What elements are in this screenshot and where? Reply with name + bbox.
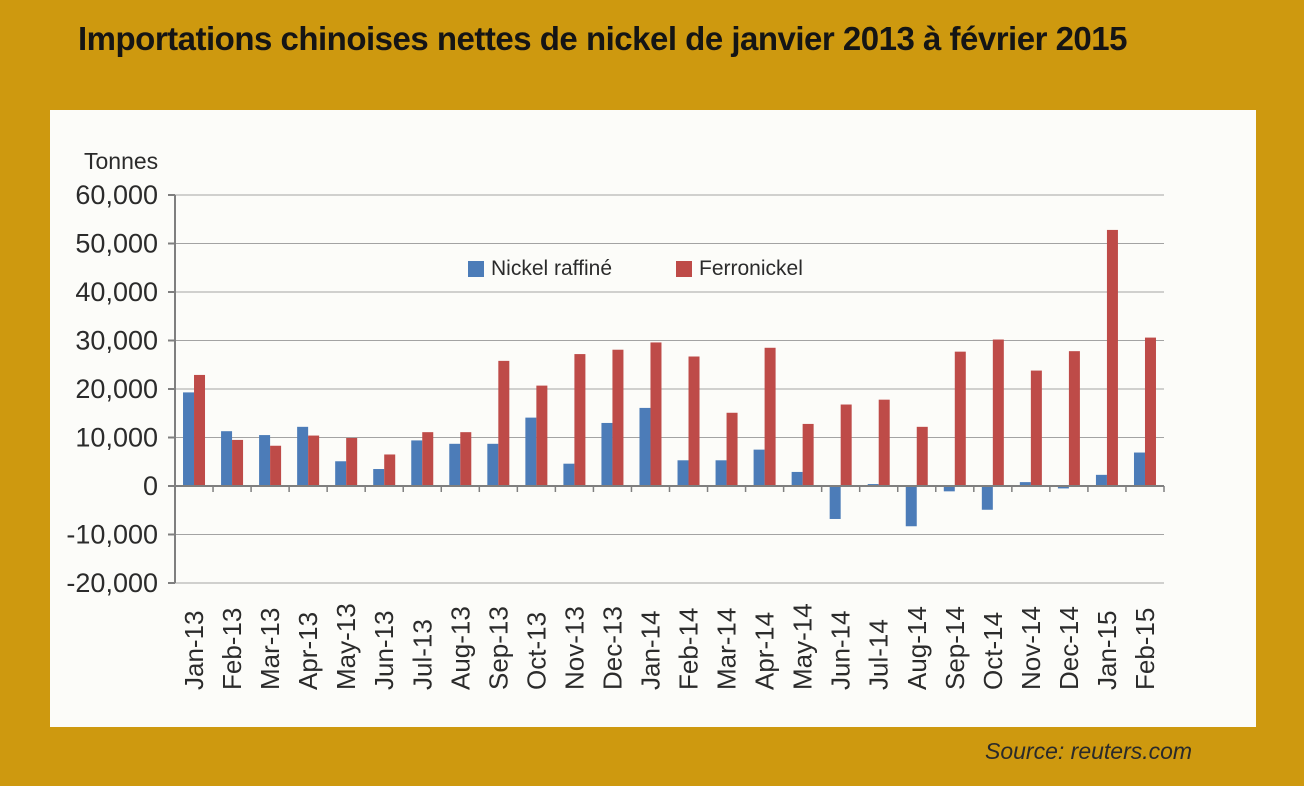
bar-nickel-raffin--jul-13 bbox=[411, 440, 423, 486]
y-axis-tick-label: 40,000 bbox=[75, 277, 158, 307]
x-axis-label-dec-14: Dec-14 bbox=[1054, 606, 1084, 690]
x-axis-label-jun-14: Jun-14 bbox=[826, 611, 856, 691]
x-axis-label-nov-13: Nov-13 bbox=[559, 606, 589, 690]
bar-ferronickel-may-14 bbox=[802, 423, 814, 486]
bar-nickel-raffin--dec-14 bbox=[1057, 486, 1069, 489]
bar-ferronickel-oct-14 bbox=[992, 339, 1004, 486]
bar-nickel-raffin--jan-14 bbox=[639, 407, 651, 486]
bar-ferronickel-feb-13 bbox=[232, 439, 244, 486]
bar-ferronickel-apr-13 bbox=[308, 435, 320, 486]
y-axis-tick-label: -10,000 bbox=[66, 520, 158, 550]
bar-ferronickel-apr-14 bbox=[764, 347, 776, 486]
y-axis-tick-label: 60,000 bbox=[75, 180, 158, 210]
bar-ferronickel-feb-14 bbox=[688, 356, 700, 486]
y-axis-tick-label: -20,000 bbox=[66, 568, 158, 598]
bar-ferronickel-jul-13 bbox=[422, 432, 434, 486]
bar-nickel-raffin--nov-14 bbox=[1019, 482, 1031, 486]
y-axis-tick-label: 30,000 bbox=[75, 326, 158, 356]
bar-nickel-raffin--apr-13 bbox=[297, 426, 309, 486]
legend-item-nickel-raffine: Nickel raffiné bbox=[468, 257, 612, 281]
bar-ferronickel-nov-13 bbox=[574, 354, 586, 486]
bar-ferronickel-jul-14 bbox=[878, 399, 890, 486]
x-axis-label-aug-13: Aug-13 bbox=[445, 606, 475, 690]
legend-item-ferronickel: Ferronickel bbox=[676, 257, 803, 281]
bar-ferronickel-mar-13 bbox=[270, 445, 282, 486]
y-axis-tick-label: 0 bbox=[143, 471, 158, 501]
legend-swatch-nickel-raffine-icon bbox=[468, 261, 484, 277]
x-axis-label-mar-13: Mar-13 bbox=[255, 608, 285, 690]
bar-ferronickel-jun-14 bbox=[840, 404, 852, 486]
bar-nickel-raffin--mar-14 bbox=[715, 460, 727, 486]
bar-nickel-raffin--sep-13 bbox=[487, 443, 499, 486]
x-axis-label-jun-13: Jun-13 bbox=[369, 611, 399, 691]
bar-nickel-raffin--jan-13 bbox=[183, 392, 195, 486]
x-axis-label-sep-13: Sep-13 bbox=[483, 606, 513, 690]
bar-nickel-raffin--feb-13 bbox=[221, 431, 233, 486]
bar-ferronickel-sep-13 bbox=[498, 360, 510, 486]
bar-ferronickel-jun-13 bbox=[384, 454, 396, 486]
bar-nickel-raffin--nov-13 bbox=[563, 463, 575, 486]
x-axis-label-jan-15: Jan-15 bbox=[1092, 611, 1122, 691]
bar-nickel-raffin--oct-14 bbox=[981, 486, 993, 510]
bar-nickel-raffin--aug-13 bbox=[449, 443, 461, 486]
x-axis-label-jan-13: Jan-13 bbox=[179, 611, 209, 691]
bar-nickel-raffin--aug-14 bbox=[905, 486, 917, 527]
bar-ferronickel-nov-14 bbox=[1030, 370, 1042, 486]
bar-nickel-raffin--jun-13 bbox=[373, 469, 385, 486]
x-axis-label-jul-13: Jul-13 bbox=[407, 619, 437, 690]
chart-title: Importations chinoises nettes de nickel … bbox=[78, 20, 1128, 57]
bar-ferronickel-dec-14 bbox=[1068, 351, 1080, 486]
bar-nickel-raffin--oct-13 bbox=[525, 417, 537, 486]
y-axis-tick-label: 20,000 bbox=[75, 374, 158, 404]
bar-ferronickel-jan-15 bbox=[1106, 229, 1118, 487]
bar-nickel-raffin--feb-15 bbox=[1133, 452, 1145, 486]
x-axis-label-apr-13: Apr-13 bbox=[293, 612, 323, 690]
x-axis-label-may-14: May-14 bbox=[788, 603, 818, 690]
bar-ferronickel-feb-15 bbox=[1144, 337, 1156, 486]
x-axis-label-jan-14: Jan-14 bbox=[635, 611, 665, 691]
bar-ferronickel-aug-13 bbox=[460, 432, 472, 486]
bar-ferronickel-may-13 bbox=[346, 437, 358, 486]
x-axis-label-may-13: May-13 bbox=[331, 603, 361, 690]
bar-ferronickel-dec-13 bbox=[612, 349, 624, 486]
bar-nickel-raffin--sep-14 bbox=[943, 486, 955, 492]
x-axis-label-sep-14: Sep-14 bbox=[940, 606, 970, 690]
x-axis-label-dec-13: Dec-13 bbox=[597, 606, 627, 690]
bar-ferronickel-jan-14 bbox=[650, 342, 662, 486]
y-axis-unit-label: Tonnes bbox=[84, 148, 159, 174]
bar-ferronickel-oct-13 bbox=[536, 385, 548, 486]
x-axis-label-feb-13: Feb-13 bbox=[217, 608, 247, 690]
y-axis-tick-label: 10,000 bbox=[75, 423, 158, 453]
x-axis-label-aug-14: Aug-14 bbox=[902, 606, 932, 690]
bar-nickel-raffin--apr-14 bbox=[753, 449, 765, 486]
bar-nickel-raffin--may-14 bbox=[791, 471, 803, 486]
x-axis-label-feb-15: Feb-15 bbox=[1130, 608, 1160, 690]
bar-nickel-raffin--jan-15 bbox=[1095, 474, 1107, 486]
source-credit: Source: reuters.com bbox=[985, 738, 1193, 764]
bar-ferronickel-jan-13 bbox=[194, 374, 206, 486]
bar-nickel-raffin--may-13 bbox=[335, 461, 347, 486]
bar-nickel-raffin--dec-13 bbox=[601, 422, 613, 486]
bar-nickel-raffin--feb-14 bbox=[677, 460, 689, 486]
x-axis-label-jul-14: Jul-14 bbox=[864, 619, 894, 690]
x-axis-label-apr-14: Apr-14 bbox=[750, 612, 780, 690]
bar-ferronickel-aug-14 bbox=[916, 426, 928, 486]
legend-swatch-ferronickel-icon bbox=[676, 261, 692, 277]
x-axis-label-oct-14: Oct-14 bbox=[978, 612, 1008, 690]
bar-nickel-raffin--jun-14 bbox=[829, 486, 841, 519]
legend-label-nickel-raffine: Nickel raffiné bbox=[491, 257, 612, 280]
x-axis-label-nov-14: Nov-14 bbox=[1016, 606, 1046, 690]
x-axis-label-oct-13: Oct-13 bbox=[521, 612, 551, 690]
legend: Nickel raffiné Ferronickel bbox=[468, 257, 803, 281]
legend-label-ferronickel: Ferronickel bbox=[699, 257, 803, 280]
bar-ferronickel-mar-14 bbox=[726, 412, 738, 486]
bar-ferronickel-sep-14 bbox=[954, 351, 966, 486]
x-axis-label-feb-14: Feb-14 bbox=[674, 608, 704, 690]
bar-nickel-raffin--mar-13 bbox=[259, 435, 271, 486]
x-axis-label-mar-14: Mar-14 bbox=[712, 608, 742, 690]
y-axis-tick-label: 50,000 bbox=[75, 229, 158, 259]
